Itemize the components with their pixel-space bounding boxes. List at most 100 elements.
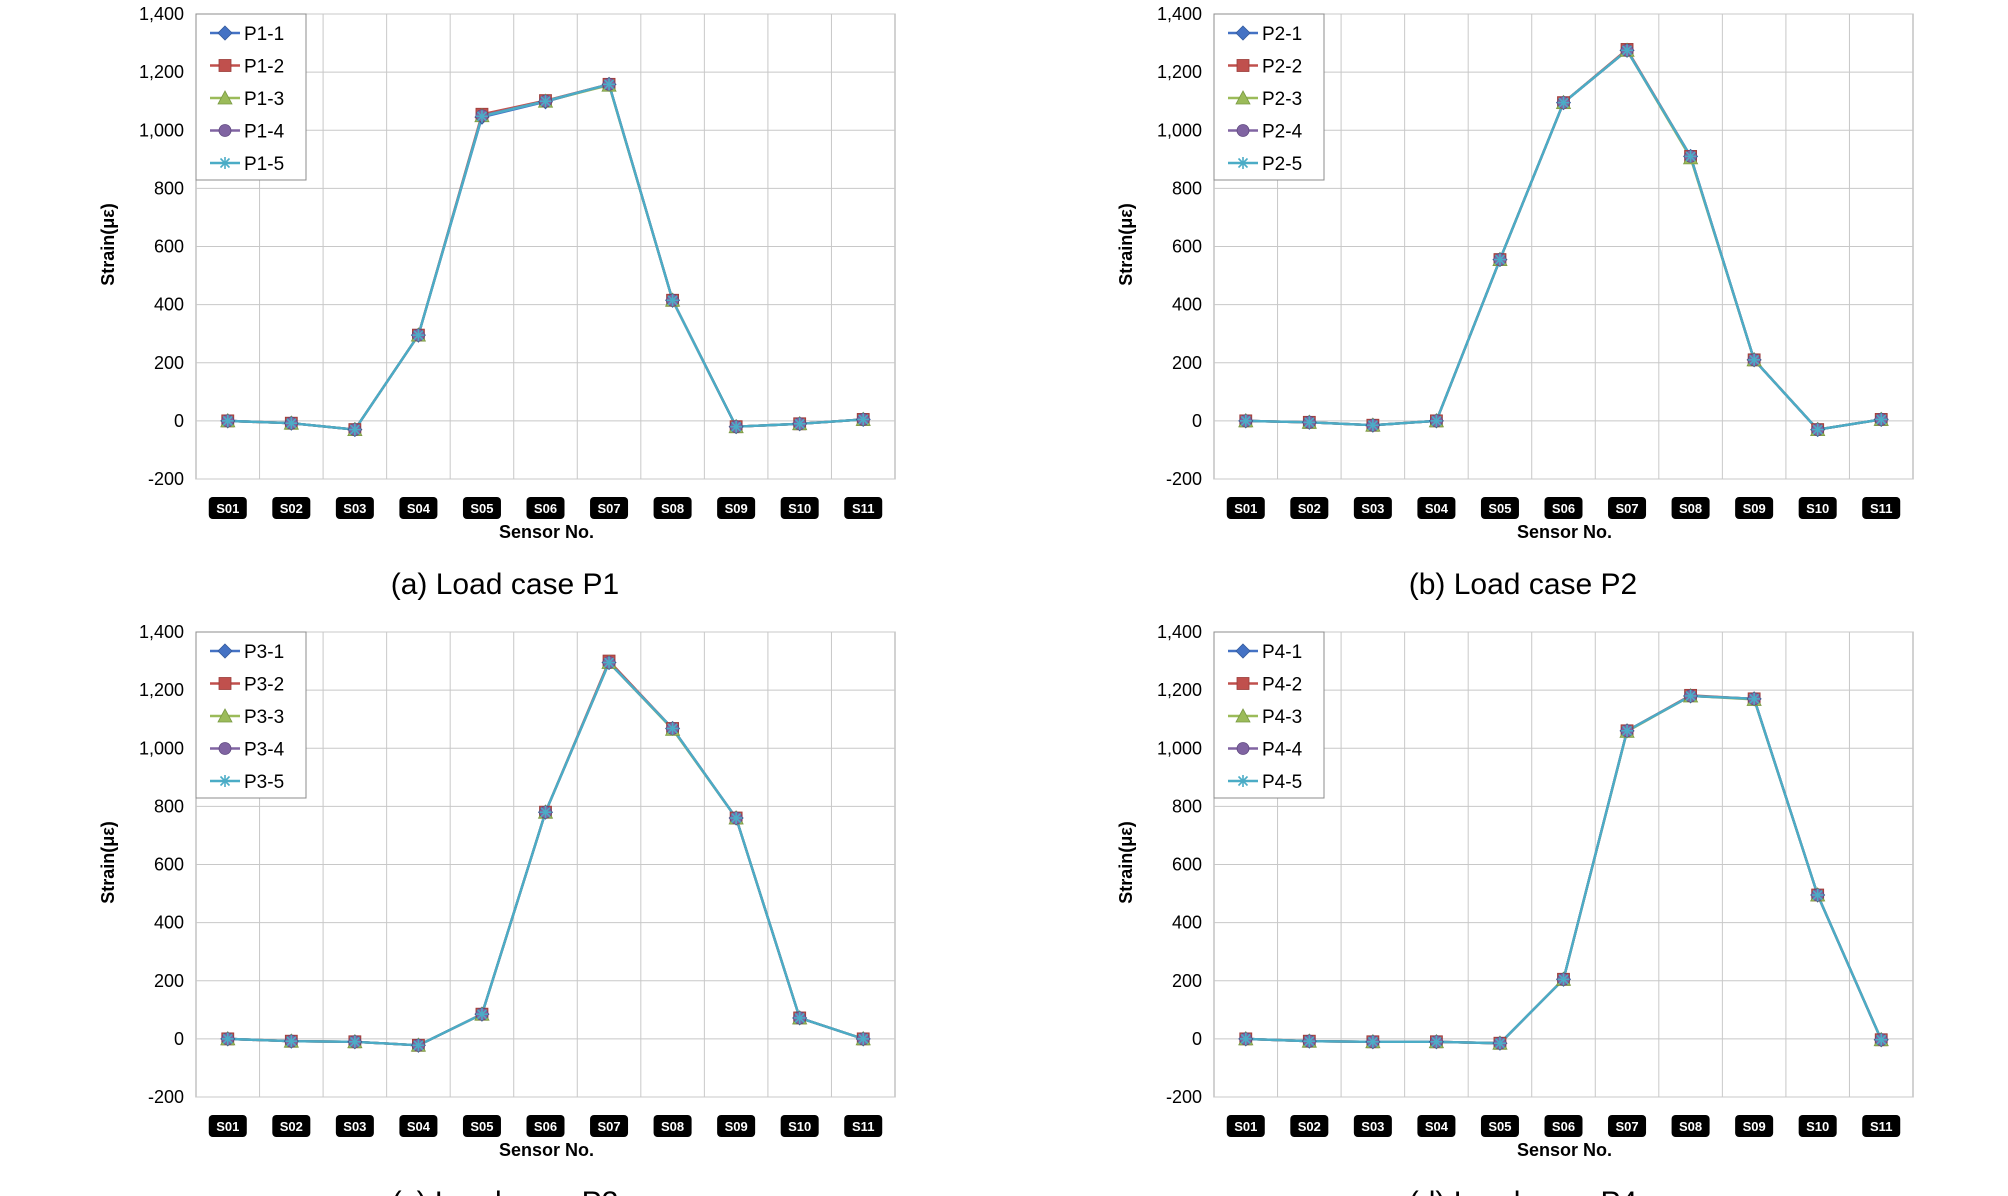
x-tick-pill [844, 497, 883, 519]
y-tick-label: -200 [148, 469, 184, 489]
x-tick-pill [1353, 497, 1392, 519]
data-point-star [348, 1035, 361, 1048]
legend-label: P3-2 [244, 675, 284, 696]
x-tick-label: S01 [1234, 501, 1257, 516]
data-point-star [1748, 692, 1761, 705]
y-tick-label: 1,400 [139, 622, 184, 642]
legend-label: P4-3 [1262, 707, 1302, 728]
chart-caption: (d) Load case P4 [1409, 1186, 1637, 1196]
y-tick-label: 1,200 [1157, 680, 1202, 700]
legend-label: P1-3 [244, 89, 284, 110]
y-tick-label: 1,400 [1157, 622, 1202, 642]
legend-label: P1-2 [244, 57, 284, 78]
y-axis-title: Strain(με) [98, 821, 118, 904]
y-tick-label: 800 [1172, 796, 1202, 816]
x-tick-label: S01 [216, 1119, 239, 1134]
x-tick-pill [1480, 1115, 1519, 1137]
y-tick-label: 800 [154, 178, 184, 198]
data-point-diamond [1235, 25, 1251, 41]
legend-item: P1-3 [210, 89, 284, 110]
legend-item: P2-3 [1228, 89, 1302, 110]
x-tick-label: S02 [280, 1119, 303, 1134]
y-tick-label: 800 [1172, 178, 1202, 198]
data-point-triangle [1235, 90, 1251, 105]
series-markers-P3-5 [221, 656, 870, 1052]
x-tick-label: S10 [788, 1119, 811, 1134]
x-tick-pill [1226, 497, 1265, 519]
legend-label: P2-5 [1262, 154, 1302, 175]
x-tick-label: S01 [216, 501, 239, 516]
x-tick-pill [717, 1115, 756, 1137]
legend-item: P3-2 [210, 675, 284, 696]
legend-label: P3-3 [244, 707, 284, 728]
data-point-star [666, 722, 679, 735]
data-point-star [793, 1011, 806, 1024]
x-tick-pill [526, 497, 565, 519]
x-tick-label: S03 [343, 501, 366, 516]
data-point-star [1493, 1037, 1506, 1050]
y-axis-title: Strain(με) [98, 203, 118, 286]
y-axis-title: Strain(με) [1116, 821, 1136, 904]
x-tick-pill [208, 1115, 247, 1137]
chart-caption: (a) Load case P1 [391, 568, 619, 601]
x-tick-label: S04 [1425, 501, 1449, 516]
x-tick-label: S09 [725, 501, 748, 516]
y-tick-label: 1,400 [1157, 4, 1202, 24]
x-tick-pill [1480, 497, 1519, 519]
data-point-star [1684, 150, 1697, 163]
data-point-star [219, 157, 231, 169]
y-tick-label: 200 [1172, 353, 1202, 373]
legend-label: P2-1 [1262, 24, 1302, 45]
x-tick-label: S01 [1234, 1119, 1257, 1134]
data-point-star [219, 775, 231, 787]
x-tick-pill [462, 497, 501, 519]
chart-caption: (c) Load case P3 [392, 1186, 619, 1196]
legend-label: P4-1 [1262, 642, 1302, 663]
y-tick-label: 600 [1172, 237, 1202, 257]
y-tick-label: 0 [174, 1029, 184, 1049]
x-tick-pill [1671, 1115, 1710, 1137]
x-tick-label: S08 [661, 501, 684, 516]
x-tick-label: S04 [1425, 1119, 1449, 1134]
x-tick-label: S03 [343, 1119, 366, 1134]
x-tick-label: S11 [1870, 1119, 1892, 1134]
series-markers-P1-5 [221, 78, 870, 436]
data-point-star [1811, 423, 1824, 436]
x-tick-pill [1798, 1115, 1837, 1137]
x-tick-label: S08 [1679, 501, 1702, 516]
data-point-star [1366, 419, 1379, 432]
data-point-triangle [217, 708, 233, 723]
x-tick-pill [272, 1115, 311, 1137]
legend-item: P4-5 [1228, 772, 1302, 793]
x-tick-pill [399, 497, 438, 519]
data-point-star [475, 110, 488, 123]
y-tick-label: 0 [174, 411, 184, 431]
legend-box [1213, 13, 1325, 181]
x-tick-pill [1862, 1115, 1901, 1137]
x-tick-label: S06 [534, 1119, 557, 1134]
x-axis-title: Sensor No. [1517, 522, 1612, 542]
x-tick-pill [462, 1115, 501, 1137]
x-tick-label: S10 [1806, 501, 1829, 516]
data-point-star [221, 1032, 234, 1045]
legend-item: P2-1 [1228, 24, 1302, 45]
data-point-star [1875, 413, 1888, 426]
y-tick-label: 800 [154, 796, 184, 816]
x-tick-label: S11 [852, 1119, 874, 1134]
x-tick-pill [399, 1115, 438, 1137]
data-point-star [412, 1039, 425, 1052]
x-tick-label: S06 [1552, 1119, 1575, 1134]
x-tick-pill [272, 497, 311, 519]
x-tick-pill [1290, 1115, 1329, 1137]
x-tick-label: S05 [470, 501, 493, 516]
legend-label: P4-4 [1262, 740, 1303, 761]
legend-label: P4-2 [1262, 675, 1302, 696]
data-point-star [1239, 1032, 1252, 1045]
y-tick-label: -200 [148, 1087, 184, 1107]
y-tick-label: 400 [1172, 913, 1202, 933]
x-tick-pill [1353, 1115, 1392, 1137]
y-tick-label: 1,400 [139, 4, 184, 24]
legend-label: P1-5 [244, 154, 284, 175]
y-tick-label: -200 [1166, 469, 1202, 489]
x-tick-pill [1608, 497, 1647, 519]
